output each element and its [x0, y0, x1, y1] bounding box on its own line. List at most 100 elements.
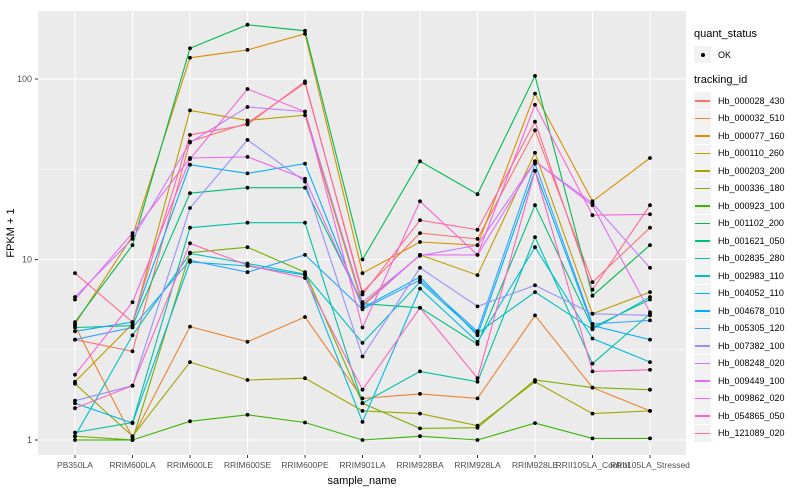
- x-tick-label: RRIM928BA: [396, 460, 444, 470]
- data-point: [360, 409, 365, 413]
- data-point: [73, 337, 77, 342]
- data-point: [73, 430, 77, 435]
- legend-item-label: Hb_007382_100: [718, 340, 785, 351]
- data-point: [303, 315, 307, 319]
- legend-item-Hb_000077_160: Hb_000077_160: [694, 127, 785, 145]
- legend: quant_status OK tracking_id Hb_000028_43…: [694, 0, 800, 500]
- legend-item-label: Hb_000336_180: [718, 183, 785, 194]
- legend-item-label: Hb_000028_430: [718, 95, 785, 106]
- data-point: [418, 278, 422, 282]
- data-point: [303, 273, 307, 277]
- data-point: [590, 385, 595, 390]
- data-point: [303, 179, 307, 184]
- data-point: [188, 324, 192, 329]
- line-swatch-icon: [694, 302, 711, 320]
- data-point: [73, 329, 77, 334]
- data-point: [648, 310, 652, 315]
- legend-item-Hb_000028_430: Hb_000028_430: [694, 92, 785, 110]
- line-swatch-icon: [694, 319, 711, 337]
- legend-item-label: Hb_002983_110: [718, 270, 784, 281]
- legend-item-label: Hb_001621_050: [718, 235, 785, 246]
- y-tick-label: 10: [22, 255, 32, 265]
- y-axis-title: FPKM + 1: [5, 208, 17, 257]
- data-point: [475, 396, 480, 401]
- data-point: [130, 333, 135, 338]
- data-point: [648, 436, 652, 441]
- legend-item-label: Hb_004052_110: [718, 288, 784, 299]
- legend-item-Hb_009449_100: Hb_009449_100: [694, 372, 785, 390]
- data-point: [360, 396, 365, 401]
- x-tick-label: RRIM600LA: [109, 460, 156, 470]
- data-point: [590, 203, 595, 208]
- data-point: [360, 420, 365, 424]
- data-point: [418, 199, 422, 204]
- data-point: [303, 161, 307, 166]
- data-point: [360, 387, 365, 392]
- legend-item-Hb_007382_100: Hb_007382_100: [694, 337, 785, 355]
- data-point: [648, 313, 652, 318]
- data-point: [360, 304, 365, 309]
- data-point: [245, 263, 250, 268]
- data-point: [130, 438, 135, 442]
- data-point: [648, 243, 652, 248]
- data-point: [533, 74, 537, 78]
- data-point: [245, 378, 250, 382]
- legend-item-label: Hb_000077_160: [718, 130, 785, 141]
- line-swatch-icon: [694, 144, 711, 162]
- data-point: [73, 406, 77, 411]
- data-point: [475, 333, 480, 338]
- line-swatch-icon: [694, 214, 711, 232]
- x-tick-label: RRIM600SE: [224, 460, 272, 470]
- data-point: [188, 419, 192, 424]
- data-point: [245, 87, 250, 91]
- data-point: [303, 220, 307, 225]
- line-swatch-icon: [694, 407, 711, 425]
- line-swatch-icon: [694, 162, 711, 180]
- data-point: [245, 185, 250, 190]
- data-point: [648, 212, 652, 217]
- legend-item-label: Hb_000923_100: [718, 200, 785, 211]
- data-point: [475, 227, 480, 232]
- data-point: [188, 206, 192, 210]
- data-point: [303, 176, 307, 181]
- legend-item-Hb_000110_260: Hb_000110_260: [694, 144, 785, 163]
- data-point: [418, 392, 422, 396]
- data-point: [360, 257, 365, 262]
- line-swatch-icon: [694, 179, 711, 197]
- x-tick-label: RRIM600LE: [167, 460, 214, 470]
- data-point: [188, 251, 192, 256]
- line-swatch-icon: [694, 197, 711, 215]
- data-point: [360, 292, 365, 297]
- data-point: [533, 378, 537, 382]
- legend-title-quant-status: quant_status: [694, 28, 757, 40]
- data-point: [73, 381, 77, 386]
- data-point: [245, 270, 250, 275]
- data-point: [533, 283, 537, 288]
- data-point: [533, 159, 537, 164]
- y-tick-label: 1: [27, 435, 32, 445]
- data-point: [73, 325, 77, 330]
- legend-item-label: Hb_009862_020: [718, 393, 785, 404]
- data-point: [648, 409, 652, 413]
- data-point: [590, 361, 595, 366]
- data-point: [533, 119, 537, 124]
- data-point: [303, 276, 307, 280]
- data-point: [188, 108, 192, 113]
- legend-item-Hb_000336_180: Hb_000336_180: [694, 179, 785, 198]
- data-point: [590, 280, 595, 284]
- data-point: [130, 320, 135, 324]
- legend-item-Hb_001102_200: Hb_001102_200: [694, 214, 785, 233]
- legend-item-ok: OK: [694, 46, 757, 64]
- data-point: [475, 273, 480, 277]
- data-point: [418, 369, 422, 374]
- data-point: [73, 320, 77, 324]
- legend-item-Hb_001621_050: Hb_001621_050: [694, 232, 785, 250]
- data-point: [533, 313, 537, 318]
- data-point: [303, 31, 307, 36]
- data-point: [245, 339, 250, 344]
- data-point: [418, 275, 422, 279]
- line-swatch-icon: [694, 109, 711, 127]
- data-point: [73, 271, 77, 276]
- data-point: [475, 304, 480, 309]
- data-point: [533, 91, 537, 96]
